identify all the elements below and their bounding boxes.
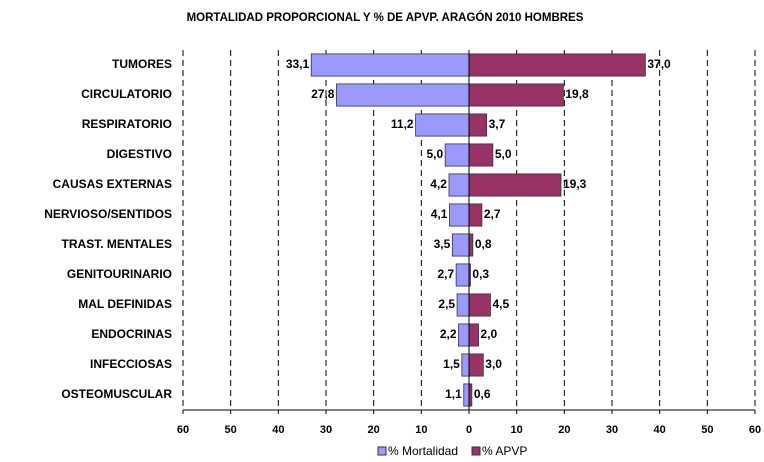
x-tick-label: 40 bbox=[272, 424, 284, 436]
bar bbox=[468, 323, 479, 347]
bar bbox=[415, 113, 470, 137]
data-label: 5,0 bbox=[426, 147, 443, 161]
x-tick-label: 0 bbox=[466, 424, 472, 436]
data-label: 5,0 bbox=[495, 147, 512, 161]
x-tick-label: 40 bbox=[654, 424, 666, 436]
data-label: 0,3 bbox=[472, 267, 489, 281]
x-tick-label: 10 bbox=[511, 424, 523, 436]
data-label: 2,2 bbox=[440, 327, 457, 341]
bar bbox=[458, 323, 470, 347]
bar bbox=[448, 173, 470, 197]
category-label: RESPIRATORIO bbox=[82, 117, 172, 131]
legend-swatch bbox=[377, 446, 387, 456]
category-label: MAL DEFINIDAS bbox=[78, 297, 172, 311]
data-label: 19,8 bbox=[565, 87, 589, 101]
data-label: 2,7 bbox=[484, 207, 501, 221]
data-label: 1,1 bbox=[445, 387, 462, 401]
category-label: ENDOCRINAS bbox=[91, 327, 172, 341]
data-label: 3,0 bbox=[485, 357, 502, 371]
bar bbox=[310, 53, 470, 77]
x-tick-label: 60 bbox=[749, 424, 761, 436]
data-label: 2,7 bbox=[437, 267, 454, 281]
legend-label: % Mortalidad bbox=[388, 444, 458, 458]
data-label: 3,7 bbox=[489, 117, 506, 131]
category-label: CAUSAS EXTERNAS bbox=[53, 177, 172, 191]
x-tick-label: 10 bbox=[415, 424, 427, 436]
legend-label: % APVP bbox=[482, 444, 527, 458]
x-tick-label: 20 bbox=[558, 424, 570, 436]
bar bbox=[336, 83, 470, 107]
category-label: INFECCIOSAS bbox=[90, 357, 172, 371]
category-label: OSTEOMUSCULAR bbox=[61, 387, 172, 401]
category-label: NERVIOSO/SENTIDOS bbox=[44, 207, 172, 221]
bar bbox=[468, 203, 483, 227]
bar bbox=[468, 83, 564, 107]
data-label: 4,5 bbox=[492, 297, 509, 311]
data-label: 11,2 bbox=[391, 117, 414, 131]
data-label: 27,8 bbox=[311, 87, 335, 101]
data-label: 1,5 bbox=[443, 357, 460, 371]
bar bbox=[455, 263, 470, 287]
legend-swatch bbox=[471, 446, 481, 456]
category-label: TRAST. MENTALES bbox=[62, 237, 172, 251]
bar bbox=[468, 293, 491, 317]
bar bbox=[451, 233, 470, 257]
bar bbox=[449, 203, 470, 227]
category-label: CIRCULATORIO bbox=[81, 87, 172, 101]
x-tick-label: 50 bbox=[225, 424, 237, 436]
category-label: GENITOURINARIO bbox=[67, 267, 172, 281]
data-label: 4,2 bbox=[430, 177, 447, 191]
data-label: 37,0 bbox=[647, 57, 671, 71]
chart-title: MORTALIDAD PROPORCIONAL Y % DE APVP. ARA… bbox=[187, 11, 584, 24]
data-label: 0,8 bbox=[475, 237, 492, 251]
x-tick-label: 60 bbox=[177, 424, 189, 436]
x-tick-label: 30 bbox=[606, 424, 618, 436]
bar bbox=[444, 143, 470, 167]
bar bbox=[461, 353, 470, 377]
bar bbox=[468, 353, 484, 377]
bar bbox=[468, 113, 488, 137]
category-label: TUMORES bbox=[112, 57, 172, 71]
data-label: 19,3 bbox=[563, 177, 587, 191]
data-label: 0,6 bbox=[474, 387, 491, 401]
data-label: 4,1 bbox=[431, 207, 448, 221]
bar bbox=[463, 383, 470, 407]
x-tick-label: 50 bbox=[701, 424, 713, 436]
x-tick-label: 20 bbox=[368, 424, 380, 436]
bar bbox=[456, 293, 470, 317]
bar bbox=[468, 233, 474, 257]
bar bbox=[468, 143, 494, 167]
bar bbox=[468, 53, 646, 77]
category-label: DIGESTIVO bbox=[107, 147, 172, 161]
data-label: 33,1 bbox=[286, 57, 310, 71]
data-label: 2,0 bbox=[481, 327, 498, 341]
bar bbox=[468, 173, 562, 197]
x-tick-label: 30 bbox=[320, 424, 332, 436]
data-label: 2,5 bbox=[438, 297, 455, 311]
data-label: 3,5 bbox=[434, 237, 451, 251]
